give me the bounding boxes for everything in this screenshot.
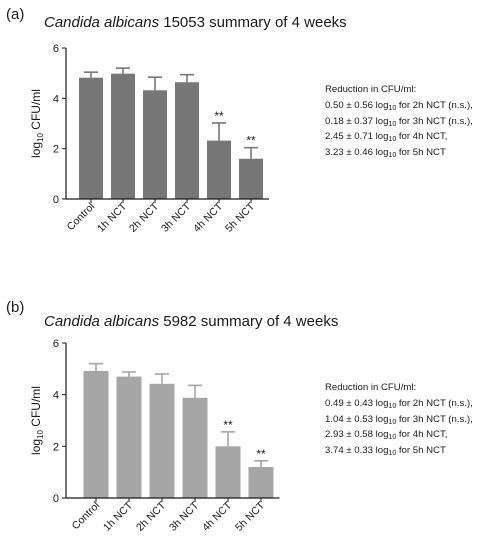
bar-b-1 — [116, 376, 142, 498]
chart-title-rest-a: 15053 summary of 4 weeks — [159, 14, 347, 31]
annotation-line-a-3: 3.23 ± 0.46 log10 for 5h NCT — [325, 147, 446, 160]
y-tick-label-b-2: 4 — [53, 390, 59, 402]
y-tick-label-b-1: 2 — [53, 441, 59, 453]
y-axis-label-a: log10 CFU/ml — [29, 89, 45, 158]
x-tick-label-b-2: 2h NCT — [134, 499, 168, 533]
significance-mark-a-4: ** — [214, 109, 224, 123]
bar-a-1 — [111, 73, 135, 199]
x-tick-label-a-5: 5h NCT — [223, 200, 257, 234]
bar-b-4 — [215, 446, 241, 498]
bar-b-5 — [248, 467, 274, 498]
chart-title-b: Candida albicans 5982 summary of 4 weeks — [44, 313, 338, 330]
annotation-line-b-1: 1.04 ± 0.53 log10 for 3h NCT (n.s.), — [325, 413, 473, 426]
x-tick-label-b-4: 4h NCT — [200, 499, 234, 533]
x-tick-label-a-0: Control — [65, 201, 97, 233]
chart-panel-a: Control 1h NCT 2h NCT 3h NCT ** 4h NCT ** 5h NC… — [6, 6, 473, 235]
y-tick-label-a-0: 0 — [53, 194, 59, 206]
x-tick-label-b-3: 3h NCT — [167, 499, 201, 533]
significance-mark-b-5: ** — [256, 447, 266, 461]
bar-a-2 — [143, 90, 167, 199]
x-tick-label-b-1: 1h NCT — [101, 499, 135, 533]
chart-title-species-b: Candida albicans — [44, 313, 160, 330]
bar-b-0 — [83, 370, 109, 498]
chart-panel-b: Control 1h NCT 2h NCT 3h NCT ** 4h NCT ** 5h NC… — [0, 275, 482, 550]
bar-a-5 — [239, 158, 263, 199]
bar-a-3 — [175, 82, 199, 199]
significance-mark-a-5: ** — [246, 134, 256, 148]
chart-title-a: Candida albicans 15053 summary of 4 week… — [44, 14, 347, 31]
y-tick-label-a-2: 4 — [53, 93, 59, 105]
annotation-line-a-2: 2.45 ± 0.71 log10 for 4h NCT, — [325, 131, 448, 144]
significance-mark-b-4: ** — [223, 418, 233, 432]
bar-a-0 — [79, 77, 103, 199]
annotation-line-b-0: 0.49 ± 0.43 log10 for 2h NCT (n.s.), — [325, 397, 473, 410]
x-tick-label-a-1: 1h NCT — [95, 200, 129, 234]
y-axis-label-b: log10 CFU/ml — [29, 386, 45, 455]
bar-b-2 — [149, 383, 175, 498]
annotation-line-b-3: 3.74 ± 0.33 log10 for 5h NCT — [325, 445, 446, 458]
x-tick-label-b-5: 5h NCT — [233, 499, 267, 533]
annotation-line-a-0: 0.50 ± 0.56 log10 for 2h NCT (n.s.), — [325, 99, 473, 112]
x-tick-label-a-3: 3h NCT — [159, 200, 193, 234]
panel-label-a: (a) — [6, 6, 25, 23]
x-tick-label-a-4: 4h NCT — [191, 200, 225, 234]
reduction-annotation-a: Reduction in CFU/ml: 0.50 ± 0.56 log10 f… — [325, 82, 473, 161]
annotation-title-a: Reduction in CFU/ml: — [325, 84, 417, 95]
bar-b-3 — [182, 397, 208, 498]
reduction-annotation-b: Reduction in CFU/ml: 0.49 ± 0.43 log10 f… — [325, 380, 473, 459]
y-tick-label-a-3: 6 — [53, 43, 59, 55]
y-tick-label-b-3: 6 — [53, 338, 59, 350]
panel-label-b: (b) — [6, 299, 25, 316]
bar-a-4 — [207, 140, 231, 199]
annotation-title-b: Reduction in CFU/ml: — [325, 382, 417, 393]
chart-title-rest-b: 5982 summary of 4 weeks — [159, 313, 339, 330]
y-tick-label-a-1: 2 — [53, 144, 59, 156]
x-tick-label-b-0: Control — [70, 500, 102, 532]
annotation-line-a-1: 0.18 ± 0.37 log10 for 3h NCT (n.s.), — [325, 115, 473, 128]
y-tick-label-b-0: 0 — [53, 493, 59, 505]
annotation-line-b-2: 2.93 ± 0.58 log10 for 4h NCT, — [325, 429, 448, 442]
chart-title-species-a: Candida albicans — [44, 14, 160, 31]
x-tick-label-a-2: 2h NCT — [127, 200, 161, 234]
